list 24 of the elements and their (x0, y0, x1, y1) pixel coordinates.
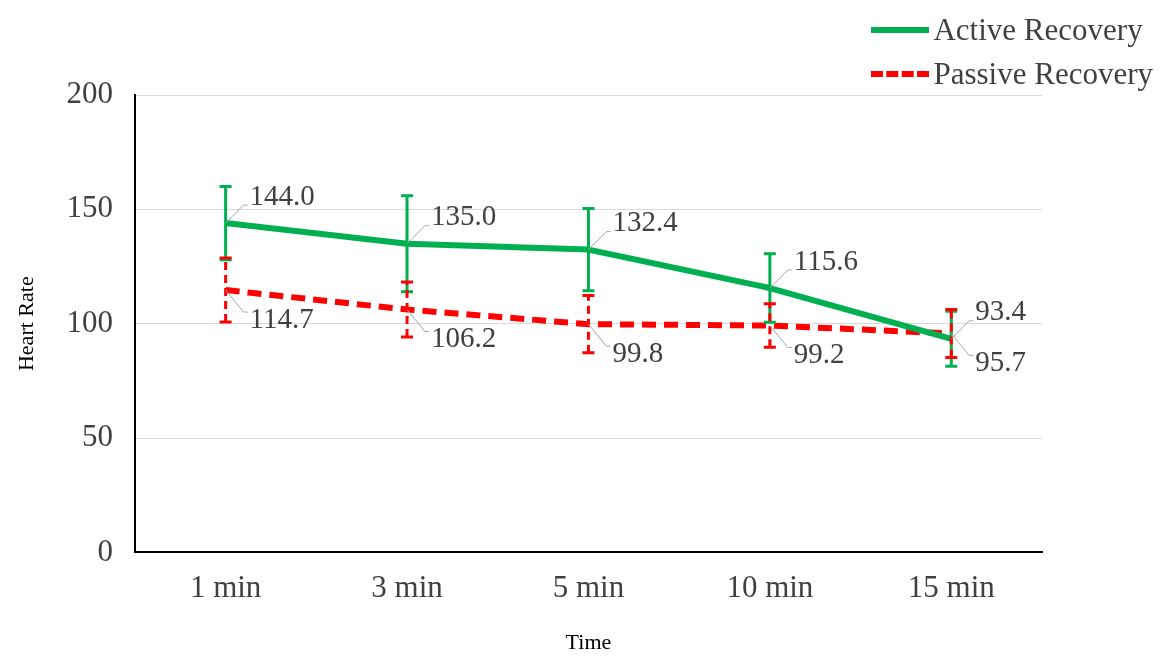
data-label: 144.0 (249, 178, 315, 211)
x-tick-label: 15 min (907, 569, 996, 605)
data-label: 115.6 (793, 243, 859, 276)
y-tick-label: 100 (66, 303, 113, 339)
x-axis-title: Time (565, 628, 612, 654)
y-axis-title: Heart Rate (12, 276, 38, 372)
data-label: 99.2 (793, 337, 845, 370)
legend-label: Active Recovery (933, 12, 1143, 48)
x-tick-label: 5 min (552, 569, 625, 605)
data-label: 135.0 (431, 199, 497, 232)
data-label: 106.2 (431, 321, 497, 354)
y-tick-label: 0 (97, 532, 113, 568)
data-label: 95.7 (975, 345, 1027, 378)
x-tick-label: 1 min (189, 569, 262, 605)
legend-label: Passive Recovery (933, 56, 1153, 92)
y-tick-label: 50 (81, 418, 113, 454)
x-tick-label: 10 min (726, 569, 814, 605)
data-label: 114.7 (249, 301, 314, 334)
y-tick-label: 150 (66, 189, 113, 225)
x-tick-label: 3 min (371, 569, 444, 605)
data-label: 132.4 (612, 205, 679, 238)
data-label: 99.8 (612, 335, 664, 368)
data-label: 93.4 (975, 294, 1027, 327)
y-tick-label: 200 (66, 75, 113, 111)
